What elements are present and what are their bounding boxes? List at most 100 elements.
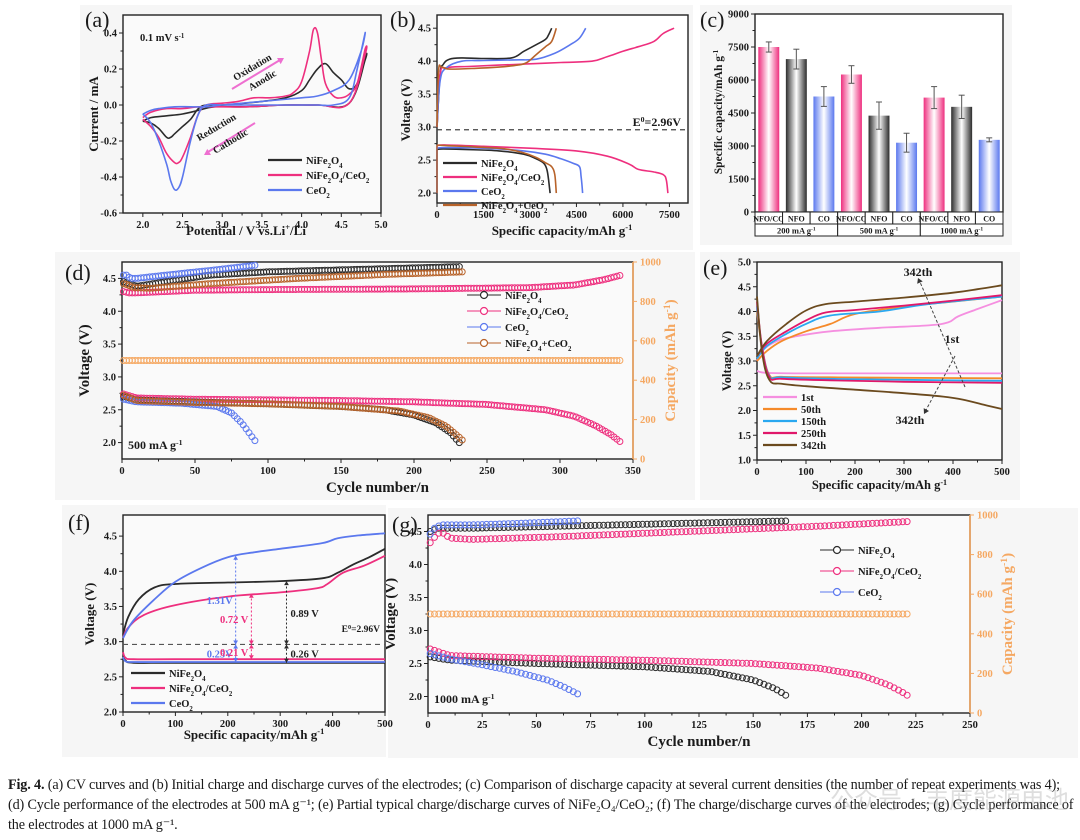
- charge-marker-NiFe2O4: [617, 521, 625, 529]
- discharge-marker-NiFe2O4_CeO2: [825, 666, 833, 674]
- charge-marker-NiFe2O4_CeO2: [522, 534, 530, 542]
- capacity-marker: [743, 610, 751, 618]
- y-tick-label: 4.0: [738, 307, 751, 318]
- charge-curve-NiFe2O4: [436, 27, 553, 128]
- discharge-marker-CeO2: [496, 664, 503, 672]
- discharge-marker-NiFe2O4: [760, 680, 768, 688]
- x-tick-label: 150: [333, 466, 349, 477]
- charge-curve-CeO2: [122, 532, 386, 639]
- discharge-marker-NiFe2O4_CeO2: [569, 655, 577, 663]
- discharge-marker-NiFe2O4_CeO2: [777, 662, 785, 669]
- charge-marker-NiFe2O4: [730, 518, 738, 526]
- y2-tick-label: 800: [977, 550, 993, 561]
- charge-marker-CeO2: [496, 520, 503, 528]
- label-part: O: [530, 307, 538, 318]
- charge-marker-NiFe2O4_CeO2: [777, 524, 785, 532]
- charge-marker-NiFe2O4_CeO2: [881, 519, 889, 527]
- charge-marker-NiFe2O4_plus_CeO2: [458, 268, 466, 276]
- y-tick-label: -0.4: [100, 173, 117, 184]
- gap-label: 0.89 V: [290, 609, 319, 620]
- chart-panel-d: 0 50 100 150 200 250 300 350 2.0 2.5 3.0 3.5 4.0 4.5 0…: [55, 252, 695, 500]
- discharge-marker-CeO2: [530, 673, 538, 681]
- label-part: 250th: [801, 429, 826, 440]
- capacity-marker: [548, 610, 556, 618]
- charge-marker-NiFe2O4: [513, 523, 521, 531]
- capacity-marker: [483, 610, 490, 618]
- category-label: NFO: [953, 215, 970, 224]
- label-part: Specific capacity/mAh g: [184, 727, 318, 742]
- discharge-marker-NiFe2O4_CeO2: [812, 664, 820, 672]
- charge-marker-NiFe2O4: [699, 519, 707, 527]
- charge-marker-NiFe2O4: [691, 519, 699, 527]
- category-label: CO: [818, 215, 830, 224]
- x-tick-label: 300: [896, 467, 912, 478]
- label-part: 4: [339, 163, 343, 170]
- label-part: ): [663, 299, 679, 304]
- panel-label: (d): [65, 260, 91, 285]
- charge-marker-NiFe2O4_CeO2: [461, 535, 469, 543]
- charge-marker-NiFe2O4_CeO2: [721, 526, 729, 534]
- y-tick-label: 0: [744, 208, 749, 219]
- capacity-marker: [616, 357, 624, 364]
- charge-marker-NiFe2O4_CeO2: [448, 534, 456, 542]
- discharge-marker-NiFe2O4: [725, 671, 733, 679]
- charge-marker-NiFe2O4_CeO2: [847, 521, 855, 528]
- discharge-marker-NiFe2O4: [699, 667, 707, 675]
- capacity-marker: [626, 610, 634, 618]
- charge-marker-NiFe2O4: [504, 523, 512, 531]
- capacity-marker: [656, 610, 664, 618]
- charge-marker-NiFe2O4: [509, 523, 517, 531]
- charge-marker-NiFe2O4: [743, 518, 751, 526]
- discharge-marker-NiFe2O4_CeO2: [855, 671, 863, 679]
- legend-marker: [832, 545, 842, 555]
- discharge-marker-NiFe2O4_CeO2: [496, 653, 503, 661]
- label-part: 500 mA g: [128, 438, 176, 452]
- x-tick-label: 5.0: [374, 220, 387, 231]
- charge-marker-NiFe2O4: [535, 523, 543, 531]
- y2-tick-label: 200: [977, 669, 993, 680]
- discharge-marker-NiFe2O4: [539, 660, 547, 668]
- capacity-marker: [829, 610, 837, 618]
- x-tick-label: 2.5: [176, 220, 189, 231]
- charge-marker-NiFe2O4_CeO2: [682, 528, 690, 536]
- figure-caption: Fig. 4. (a) CV curves and (b) Initial ch…: [8, 775, 1074, 835]
- capacity-marker: [903, 610, 911, 618]
- x-tick-label: 100: [168, 719, 184, 730]
- y-tick-label: 6000: [728, 76, 749, 87]
- capacity-marker: [803, 610, 811, 618]
- label-part: =2.96V: [351, 625, 380, 635]
- label-part: 4: [891, 574, 895, 581]
- capacity-marker: [470, 610, 477, 618]
- charge-marker-CeO2: [569, 517, 577, 525]
- capacity-marker: [751, 610, 759, 618]
- charge-marker-NiFe2O4: [500, 524, 508, 531]
- charge-marker-NiFe2O4: [613, 521, 621, 529]
- charge-marker-CeO2: [517, 519, 525, 527]
- label-part: -1: [625, 222, 632, 232]
- capacity-marker: [478, 610, 486, 618]
- capacity-marker: [587, 610, 595, 618]
- y-tick-label: 2.5: [738, 381, 751, 392]
- y2-tick-label: 400: [640, 376, 656, 387]
- label-part: 4: [891, 553, 895, 560]
- label-part: CeO: [505, 323, 525, 334]
- discharge-marker-NiFe2O4_CeO2: [743, 659, 751, 667]
- charge-marker-CeO2: [522, 519, 530, 527]
- charge-marker-CeO2: [251, 261, 259, 269]
- capacity-marker: [491, 610, 499, 618]
- y-tick-label: 0.2: [104, 65, 117, 76]
- capacity-marker: [842, 610, 850, 618]
- y2-axis-title: Capacity (mAh g-1): [662, 299, 680, 421]
- legend-marker: [479, 338, 489, 348]
- discharge-marker-NiFe2O4: [751, 677, 759, 685]
- arrow-head: [923, 408, 929, 414]
- charge-marker-NiFe2O4: [682, 519, 690, 527]
- label-part: 4: [538, 346, 542, 353]
- label-part: -1: [978, 227, 983, 233]
- discharge-marker-NiFe2O4_CeO2: [578, 655, 586, 663]
- charge-marker-NiFe2O4_CeO2: [426, 539, 434, 547]
- capacity-marker: [873, 610, 881, 618]
- discharge-marker-NiFe2O4: [543, 660, 551, 668]
- discharge-marker-CeO2: [448, 655, 456, 663]
- label-part: +: [285, 222, 290, 232]
